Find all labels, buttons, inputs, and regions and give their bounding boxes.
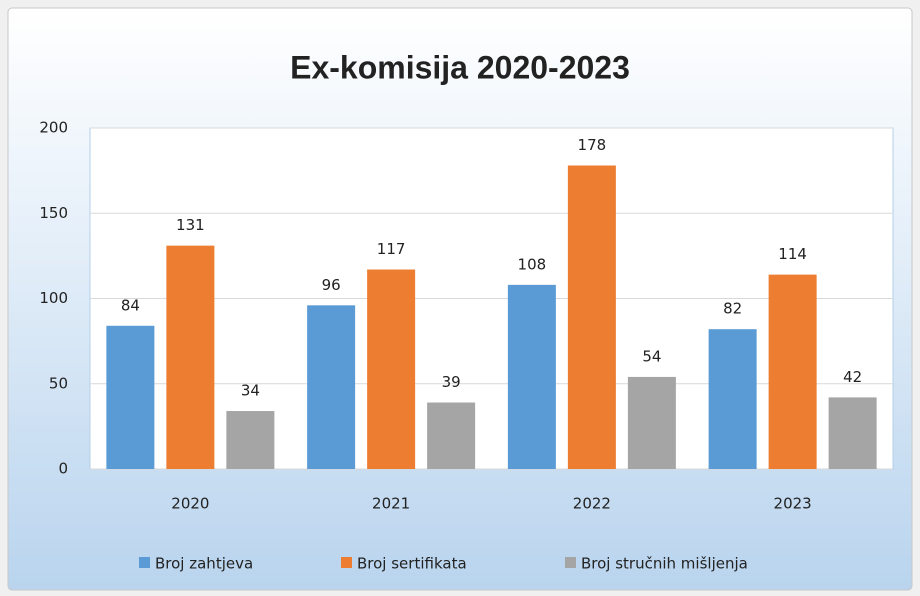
legend-swatch <box>341 557 352 568</box>
x-tick-label: 2022 <box>573 495 611 513</box>
bar <box>367 269 416 469</box>
data-label: 39 <box>442 373 461 391</box>
data-label: 178 <box>578 136 607 154</box>
legend-label: Broj stručnih mišljenja <box>581 555 748 573</box>
y-tick-label: 200 <box>39 119 68 137</box>
legend-label: Broj zahtjeva <box>155 555 253 573</box>
bar <box>106 325 155 469</box>
bar <box>507 284 556 469</box>
data-label: 131 <box>176 216 205 234</box>
data-label: 54 <box>642 347 661 365</box>
bar <box>307 305 356 469</box>
x-tick-label: 2021 <box>372 495 410 513</box>
legend-label: Broj sertifikata <box>357 555 467 573</box>
bar <box>708 329 757 469</box>
data-label: 108 <box>518 255 547 273</box>
x-tick-label: 2020 <box>171 495 209 513</box>
legend-swatch <box>139 557 150 568</box>
data-label: 82 <box>723 300 742 318</box>
bar <box>828 397 877 469</box>
y-tick-label: 0 <box>58 460 68 478</box>
chart-title: Ex-komisija 2020-2023 <box>290 49 630 85</box>
y-tick-label: 50 <box>49 374 68 392</box>
y-tick-label: 100 <box>39 289 68 307</box>
bar <box>567 165 616 469</box>
bar <box>768 274 817 469</box>
data-label: 34 <box>241 382 260 400</box>
data-label: 114 <box>778 245 807 263</box>
bar <box>427 402 476 469</box>
legend-swatch <box>565 557 576 568</box>
bar <box>166 245 215 469</box>
data-label: 42 <box>843 368 862 386</box>
x-tick-label: 2023 <box>774 495 812 513</box>
data-label: 84 <box>121 296 140 314</box>
data-label: 96 <box>322 276 341 294</box>
data-label: 117 <box>377 240 406 258</box>
bar <box>627 376 676 469</box>
bar <box>226 411 275 469</box>
y-tick-label: 150 <box>39 204 68 222</box>
